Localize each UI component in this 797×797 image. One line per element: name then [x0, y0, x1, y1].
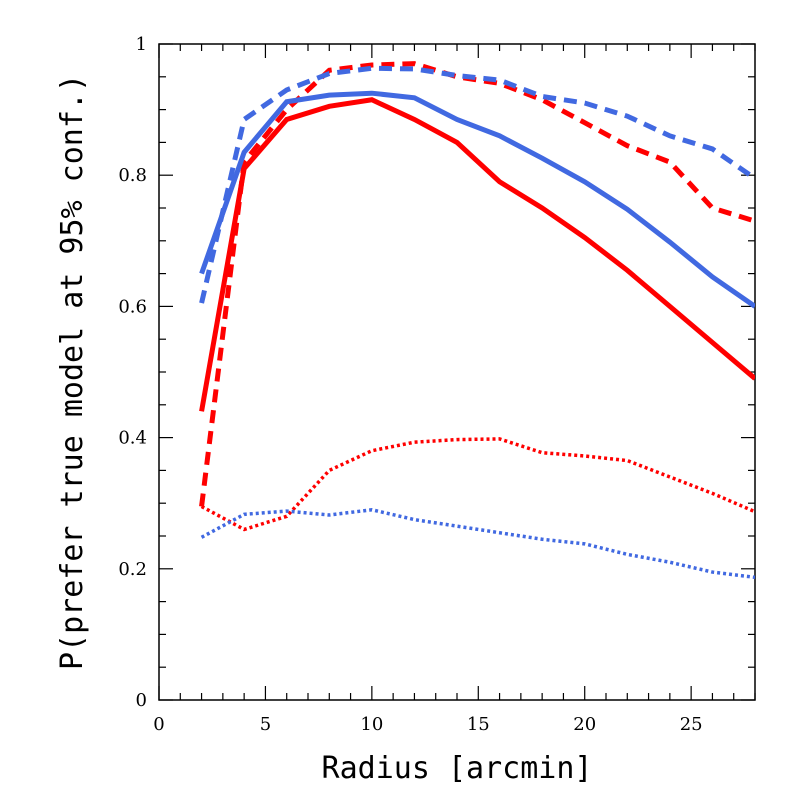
- y-tick-label: 1: [136, 34, 147, 55]
- y-tick-label: 0.2: [118, 559, 147, 580]
- y-tick-label: 0.6: [118, 296, 147, 317]
- series-line-red-dotted: [200, 437, 755, 532]
- series-line-blue-dotted: [200, 507, 755, 580]
- tick-labels: 0 5 10 15 20 25 0 0.2 0.4 0.6 0.8 1: [118, 34, 702, 735]
- series-group: [199, 61, 755, 580]
- y-tick-label: 0: [136, 690, 147, 711]
- x-tick-label: 10: [360, 714, 383, 735]
- x-tick-label: 20: [573, 714, 596, 735]
- x-tick-label: 0: [153, 714, 164, 735]
- x-tick-label: 5: [260, 714, 271, 735]
- series-line-blue-solid: [199, 90, 755, 309]
- y-tick-label: 0.4: [118, 428, 147, 449]
- series-line-red-solid: [199, 97, 755, 412]
- ticks: [158, 43, 756, 701]
- y-axis-label: P(prefer true model at 95% conf.): [55, 74, 90, 670]
- x-tick-label: 15: [467, 714, 490, 735]
- x-tick-label: 25: [680, 714, 703, 735]
- y-tick-label: 0.8: [118, 165, 147, 186]
- x-axis-label: Radius [arcmin]: [322, 751, 593, 786]
